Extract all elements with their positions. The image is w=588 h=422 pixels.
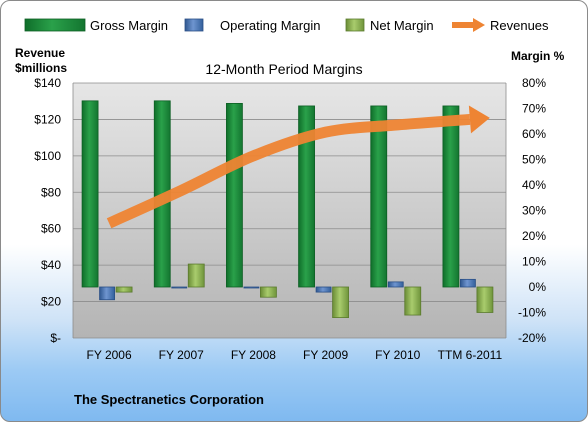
left-tick-label: $140 — [34, 76, 61, 90]
left-tick-label: $100 — [34, 149, 61, 163]
gross-margin-bar — [370, 105, 388, 288]
right-axis-title: Margin % — [511, 49, 565, 63]
operating-margin-bar — [99, 286, 115, 301]
net-margin-bar — [260, 286, 277, 298]
legend: Gross Margin Operating Margin Net Margin… — [24, 18, 549, 33]
category-label: TTM 6-2011 — [438, 348, 503, 362]
right-tick-label: -20% — [518, 331, 546, 345]
left-tick-label: $40 — [41, 258, 61, 272]
net-margin-bar — [404, 286, 422, 316]
left-axis-title-line2: $millions — [15, 61, 67, 75]
category-label: FY 2010 — [375, 348, 420, 362]
left-tick-label: $- — [50, 331, 61, 345]
right-tick-label: 20% — [522, 229, 546, 243]
company-name: The Spectranetics Corporation — [74, 392, 264, 407]
operating-margin-bar — [387, 281, 404, 288]
legend-label-gross-margin: Gross Margin — [90, 18, 168, 33]
gross-margin-bar — [226, 103, 243, 288]
legend-swatch-gross-margin — [24, 18, 86, 32]
left-axis-title-line1: Revenue — [15, 46, 65, 60]
right-tick-label: 10% — [522, 255, 546, 269]
net-margin-bar — [476, 286, 494, 313]
legend-label-operating-margin: Operating Margin — [220, 18, 320, 33]
legend-swatch-revenues — [452, 18, 485, 32]
right-tick-label: -10% — [518, 306, 546, 320]
legend-swatch-net-margin — [345, 18, 365, 32]
operating-margin-bar — [171, 286, 188, 289]
gross-margin-bar — [298, 105, 315, 288]
gross-margin-bar — [442, 105, 460, 288]
category-label: FY 2007 — [159, 348, 204, 362]
legend-swatch-operating-margin — [184, 18, 204, 32]
left-tick-label: $80 — [41, 185, 61, 199]
gross-margin-bar — [81, 100, 99, 288]
left-tick-label: $60 — [41, 222, 61, 236]
axis-ticks: $- $20 $40 $60 $80 $100 $120 $140 -20% -10% 0% 10% 2… — [34, 76, 546, 362]
revenues-line — [106, 113, 471, 229]
right-tick-label: 0% — [529, 280, 547, 294]
right-tick-label: 60% — [522, 127, 546, 141]
revenues-arrowhead — [468, 105, 490, 134]
revenue-line-layer — [106, 105, 490, 229]
net-margin-bar — [332, 286, 349, 319]
net-margin-bar — [187, 263, 205, 288]
operating-margin-bar — [315, 286, 332, 293]
chart-title: 12-Month Period Margins — [205, 61, 362, 77]
category-label: FY 2008 — [231, 348, 276, 362]
category-label: FY 2009 — [303, 348, 348, 362]
operating-margin-bar — [460, 278, 476, 288]
right-tick-label: 40% — [522, 178, 546, 192]
right-tick-label: 80% — [522, 76, 546, 90]
left-tick-label: $120 — [34, 112, 61, 126]
right-tick-label: 70% — [522, 102, 546, 116]
bars-layer — [81, 100, 494, 319]
net-margin-bar — [115, 286, 133, 293]
right-tick-label: 30% — [522, 204, 546, 218]
left-tick-label: $20 — [41, 295, 61, 309]
operating-margin-bar — [243, 286, 260, 289]
legend-label-net-margin: Net Margin — [370, 18, 434, 33]
legend-label-revenues: Revenues — [490, 18, 549, 33]
right-tick-label: 50% — [522, 153, 546, 167]
category-label: FY 2006 — [87, 348, 132, 362]
